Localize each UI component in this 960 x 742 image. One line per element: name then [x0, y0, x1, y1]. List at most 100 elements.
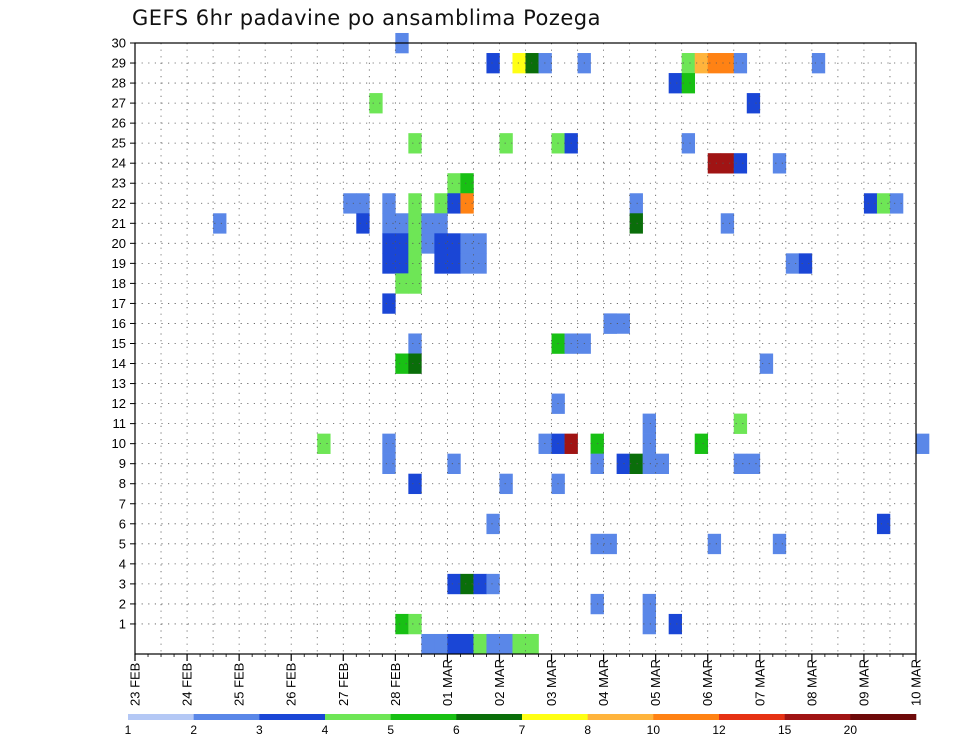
heat-cell [694, 53, 709, 74]
heat-cell [408, 233, 422, 254]
y-tick-label: 7 [119, 496, 126, 511]
heat-cell [707, 153, 722, 174]
heat-cell [668, 613, 682, 635]
heat-cell [382, 193, 396, 214]
heat-cell [916, 433, 930, 454]
legend-label: 10 [647, 723, 661, 737]
heat-cell [642, 433, 656, 454]
heat-cell [733, 453, 748, 474]
heat-cell [642, 413, 656, 434]
y-tick-label: 9 [119, 456, 126, 471]
heat-cell [460, 193, 474, 214]
y-tick-label: 8 [119, 476, 126, 491]
heat-cell [434, 213, 448, 234]
x-tick-label: 24 FEB [180, 663, 195, 706]
y-tick-label: 19 [112, 256, 126, 271]
y-tick-label: 14 [112, 356, 126, 371]
heat-cell [447, 633, 461, 655]
heat-cell [863, 193, 878, 214]
heat-cell [434, 233, 448, 254]
heat-cell [447, 253, 461, 274]
heat-cell [356, 193, 370, 214]
x-tick-label: 05 MAR [648, 659, 663, 706]
heat-cell [421, 233, 435, 254]
heat-cell [772, 533, 787, 555]
heat-cell [629, 453, 643, 474]
y-tick-label: 27 [112, 96, 126, 111]
heat-cell [408, 273, 422, 294]
heat-cell [434, 253, 448, 274]
heat-cell [408, 133, 422, 154]
legend-swatch [719, 714, 785, 720]
x-tick-label: 25 FEB [232, 663, 247, 706]
heat-cell [655, 453, 669, 474]
legend-label: 7 [519, 723, 526, 737]
heat-cell [876, 513, 891, 535]
heat-cell [447, 573, 461, 595]
heat-cell [889, 193, 904, 214]
heat-cell [512, 53, 526, 74]
heat-cell [460, 233, 474, 254]
heat-cell [382, 453, 396, 474]
x-tick-label: 06 MAR [700, 659, 715, 706]
x-tick-label: 26 FEB [284, 663, 299, 706]
y-tick-label: 22 [112, 196, 126, 211]
heat-cell [369, 93, 383, 114]
x-axis: 23 FEB 24 FEB 25 FEB 26 FEB 27 FEB 28 FEB 01 M… [128, 654, 924, 706]
heat-cell [798, 253, 813, 274]
x-tick-label: 27 FEB [336, 663, 351, 706]
legend-label: 5 [387, 723, 394, 737]
heat-cell [629, 193, 643, 214]
x-tick-label: 07 MAR [752, 659, 767, 706]
heat-cell [772, 153, 787, 174]
heat-cell [733, 53, 748, 74]
legend-swatch [193, 714, 260, 720]
heat-cell [642, 613, 656, 635]
legend-label: 6 [453, 723, 460, 737]
heat-cell [681, 53, 696, 74]
color-legend: 1 2 3 4 5 6 7 8 10 12 15 20 [125, 714, 917, 737]
y-tick-label: 17 [112, 296, 126, 311]
heat-cell [395, 613, 409, 635]
legend-label: 1 [125, 723, 132, 737]
heat-cell [720, 153, 735, 174]
heat-cell [486, 573, 500, 595]
heat-cell [382, 233, 396, 254]
heat-cell [733, 413, 748, 434]
heat-cell [876, 193, 891, 214]
heat-cell [486, 53, 500, 74]
chart-title: GEFS 6hr padavine po ansamblima Pozega [132, 6, 602, 30]
x-tick-label: 10 MAR [909, 659, 924, 706]
heat-cell [473, 253, 487, 274]
x-tick-label: 04 MAR [596, 659, 611, 706]
y-tick-label: 16 [112, 316, 126, 331]
heat-cell [460, 173, 474, 194]
heat-cell [447, 173, 461, 194]
y-tick-label: 21 [112, 216, 126, 231]
heat-cell [395, 213, 409, 234]
y-tick-label: 13 [112, 376, 126, 391]
heat-cell [512, 633, 526, 655]
heat-cell [408, 193, 422, 214]
legend-label: 3 [256, 723, 263, 737]
heat-cell [486, 633, 500, 655]
legend-swatch [784, 714, 851, 720]
heat-cell [707, 53, 722, 74]
x-tick-label: 08 MAR [804, 659, 819, 706]
heat-cell [408, 353, 422, 374]
heat-cell [421, 633, 435, 655]
y-tick-label: 1 [119, 616, 126, 631]
y-tick-label: 3 [119, 576, 126, 591]
legend-swatch [587, 714, 654, 720]
heat-cell [486, 513, 500, 535]
heat-cell [681, 73, 696, 94]
heat-cell [499, 133, 513, 154]
heat-cell [434, 193, 448, 214]
heat-cell [642, 453, 656, 474]
y-tick-label: 10 [112, 436, 126, 451]
x-tick-label: 28 FEB [388, 663, 403, 706]
heat-cell [733, 153, 748, 174]
y-tick-label: 30 [112, 36, 126, 51]
legend-swatch [390, 714, 457, 720]
